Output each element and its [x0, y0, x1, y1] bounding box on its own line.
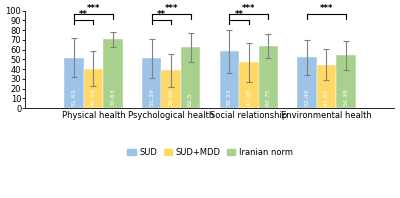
Bar [317, 65, 336, 108]
Text: 39.08: 39.08 [169, 88, 174, 106]
Bar [84, 69, 103, 108]
Text: 52.46: 52.46 [304, 88, 310, 106]
Text: **: ** [234, 10, 244, 19]
Text: 51.63: 51.63 [72, 88, 76, 106]
Text: 54.38: 54.38 [343, 88, 348, 106]
Text: **: ** [79, 10, 88, 19]
Text: 70.63: 70.63 [110, 88, 115, 106]
Text: 62.5: 62.5 [188, 92, 193, 106]
Bar [181, 47, 200, 108]
Legend: SUD, SUD+MDD, Iranian norm: SUD, SUD+MDD, Iranian norm [124, 145, 296, 161]
Text: 58.33: 58.33 [227, 88, 232, 106]
Text: ***: *** [164, 4, 178, 13]
Bar [258, 46, 278, 108]
Bar [336, 55, 356, 108]
Bar [297, 57, 317, 108]
Bar [162, 70, 181, 108]
Text: 63.75: 63.75 [266, 88, 271, 106]
Text: 40.72: 40.72 [91, 88, 96, 106]
Bar [142, 58, 162, 108]
Bar [103, 39, 122, 108]
Text: 47.05: 47.05 [246, 88, 251, 106]
Text: 44.81: 44.81 [324, 88, 329, 106]
Text: ***: *** [242, 4, 256, 13]
Text: **: ** [157, 10, 166, 19]
Text: ***: *** [87, 4, 100, 13]
Bar [239, 62, 258, 108]
Text: ***: *** [320, 4, 333, 13]
Bar [220, 51, 239, 108]
Bar [64, 58, 84, 108]
Text: 51.39: 51.39 [149, 88, 154, 106]
